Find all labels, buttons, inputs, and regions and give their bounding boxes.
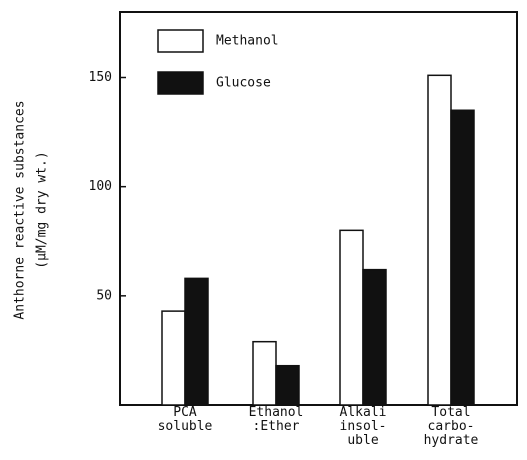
y-tick-label: 150 — [89, 70, 112, 85]
x-tick-label: Total carbo- hydrate — [423, 405, 479, 448]
bar — [339, 229, 364, 406]
legend-swatch — [157, 71, 204, 95]
bar — [252, 340, 277, 406]
bar — [275, 364, 300, 406]
bar — [427, 74, 452, 406]
legend-label: Methanol — [216, 34, 279, 49]
plot-frame — [119, 11, 518, 406]
bar — [362, 268, 387, 406]
y-axis-label: Anthorne reactive substances — [13, 100, 28, 319]
y-axis-label: (μM/mg dry wt.) — [35, 151, 50, 268]
y-tick-label: 100 — [89, 179, 112, 194]
bar — [450, 109, 475, 406]
x-tick-label: Ethanol :Ether — [248, 405, 304, 434]
bar — [184, 277, 209, 406]
x-tick-label: PCA soluble — [157, 405, 213, 434]
y-tick-label: 50 — [96, 288, 112, 303]
bar — [161, 310, 186, 406]
legend-swatch — [157, 29, 204, 53]
x-tick-label: Alkali insol- uble — [339, 405, 387, 448]
legend-label: Glucose — [216, 76, 271, 91]
